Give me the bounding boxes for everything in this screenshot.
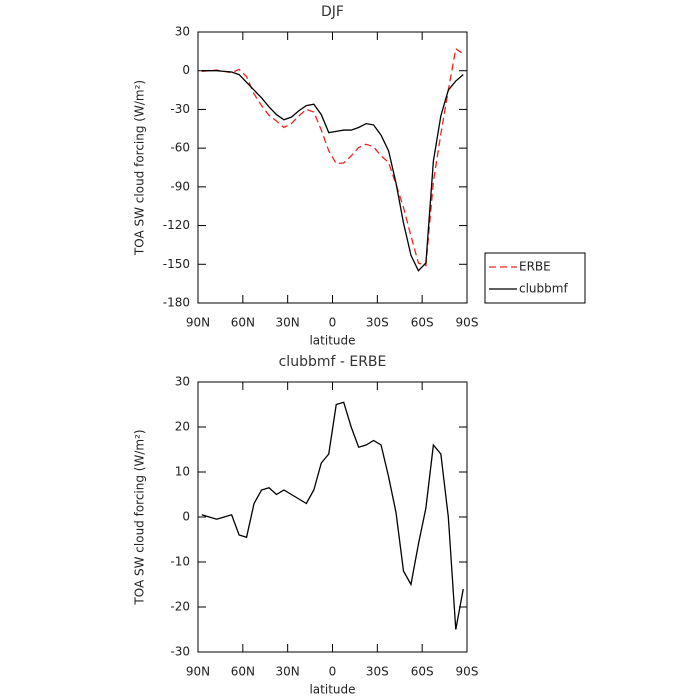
y-tick-label: 30 xyxy=(175,375,190,389)
y-tick-label: -150 xyxy=(163,257,190,271)
x-tick-label: 90N xyxy=(186,316,210,330)
data-line xyxy=(201,401,464,630)
y-tick-label: -180 xyxy=(163,296,190,310)
y-tick-label: -90 xyxy=(170,179,190,193)
x-tick-label: 90S xyxy=(456,665,479,679)
x-tick-label: 0 xyxy=(329,316,337,330)
y-tick-label: -20 xyxy=(170,600,190,614)
x-tick-label: 60S xyxy=(411,665,434,679)
chart: DJF 90N 60N 30N 0 30S 60S 90S 30 0 -30 -60 -90 -120 -1… xyxy=(133,4,586,348)
x-tick-label: 30N xyxy=(276,665,300,679)
x-tick-label: 30S xyxy=(366,665,389,679)
y-tick-label: -30 xyxy=(170,645,190,659)
x-tick-label: 60N xyxy=(231,665,255,679)
legend-label: ERBE xyxy=(519,260,551,274)
x-axis-label: latitude xyxy=(309,683,355,697)
y-tick-label: -30 xyxy=(170,102,190,116)
y-tick-label: 10 xyxy=(175,465,190,479)
chart: clubbmf - ERBE 90N 60N 30N 0 30S 60S 90S 30 20 10 0… xyxy=(133,354,479,697)
y-tick-label: 30 xyxy=(175,25,190,39)
plot-frame xyxy=(197,381,468,653)
y-tick-label: -120 xyxy=(163,218,190,232)
y-axis-label: TOA SW cloud forcing (W/m²) xyxy=(133,429,147,605)
y-tick-label: 0 xyxy=(182,63,190,77)
legend-box xyxy=(484,252,586,304)
y-tick-label: 0 xyxy=(182,510,190,524)
chart-title: clubbmf - ERBE xyxy=(279,354,387,370)
x-tick-label: 60S xyxy=(411,316,434,330)
x-tick-label: 90N xyxy=(186,665,210,679)
x-tick-label: 0 xyxy=(329,665,337,679)
x-tick-label: 30S xyxy=(366,316,389,330)
legend-label: clubbmf xyxy=(519,282,568,296)
x-tick-label: 30N xyxy=(276,316,300,330)
y-tick-label: -60 xyxy=(170,141,190,155)
data-line xyxy=(201,47,464,267)
x-axis-label: latitude xyxy=(309,334,355,348)
x-tick-label: 60N xyxy=(231,316,255,330)
data-line xyxy=(201,70,464,272)
y-tick-label: 20 xyxy=(175,420,190,434)
chart-title: DJF xyxy=(321,4,344,20)
legend: ERBE clubbmf xyxy=(484,252,586,304)
y-tick-label: -10 xyxy=(170,555,190,569)
x-tick-label: 90S xyxy=(456,316,479,330)
y-axis-label: TOA SW cloud forcing (W/m²) xyxy=(133,80,147,256)
